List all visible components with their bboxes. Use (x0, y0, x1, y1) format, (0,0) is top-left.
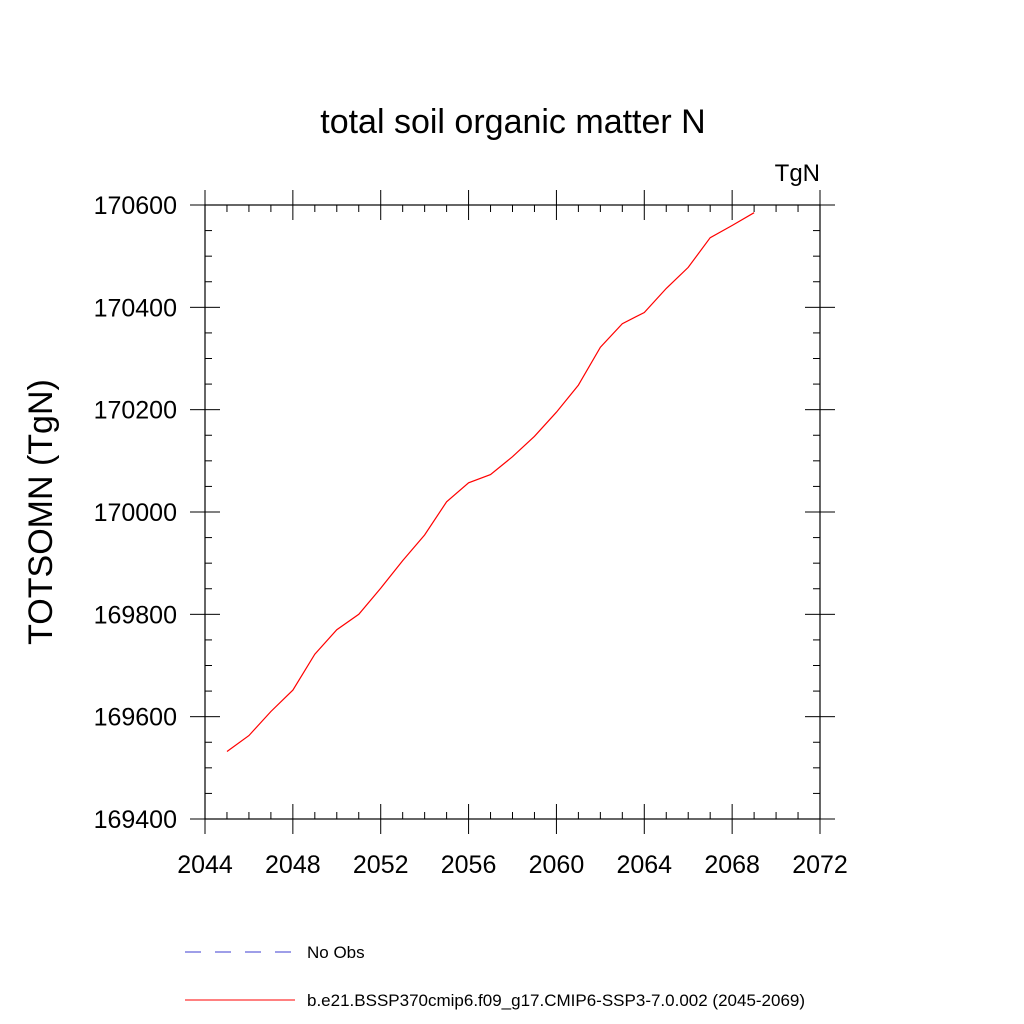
series-layer (226, 212, 755, 752)
series-line-0 (226, 212, 755, 752)
y-axis-label: TOTSOMN (TgN) (22, 379, 60, 645)
y-tick-label: 170000 (94, 499, 177, 527)
x-tick-label: 2072 (792, 851, 848, 879)
y-tick-label: 170400 (94, 294, 177, 322)
y-tick-label: 169600 (94, 704, 177, 732)
x-tick-label: 2044 (177, 851, 233, 879)
y-tick-label: 169400 (94, 806, 177, 834)
y-tick-label: 169800 (94, 601, 177, 629)
legend-label-model-run: b.e21.BSSP370cmip6.f09_g17.CMIP6-SSP3-7.… (307, 991, 805, 1010)
y-tick-label: 170600 (94, 192, 177, 220)
x-tick-label: 2052 (353, 851, 409, 879)
plot-frame (204, 204, 821, 820)
x-tick-label: 2064 (616, 851, 672, 879)
units-label: TgN (775, 160, 820, 187)
x-tick-labels: 2044 2048 2052 2056 2060 2064 2068 2072 (177, 851, 848, 879)
chart-title: total soil organic matter N (320, 103, 706, 141)
x-tick-label: 2056 (441, 851, 497, 879)
x-tick-label: 2068 (704, 851, 760, 879)
x-tick-label: 2060 (529, 851, 585, 879)
y-tick-label: 170200 (94, 397, 177, 425)
legend-label-no-obs: No Obs (307, 943, 365, 962)
legend: No Obs b.e21.BSSP370cmip6.f09_g17.CMIP6-… (185, 943, 805, 1010)
ticks-layer (190, 190, 835, 834)
y-tick-labels: 169400 169600 169800 170000 170200 170400 1706… (94, 192, 177, 834)
x-tick-label: 2048 (265, 851, 321, 879)
